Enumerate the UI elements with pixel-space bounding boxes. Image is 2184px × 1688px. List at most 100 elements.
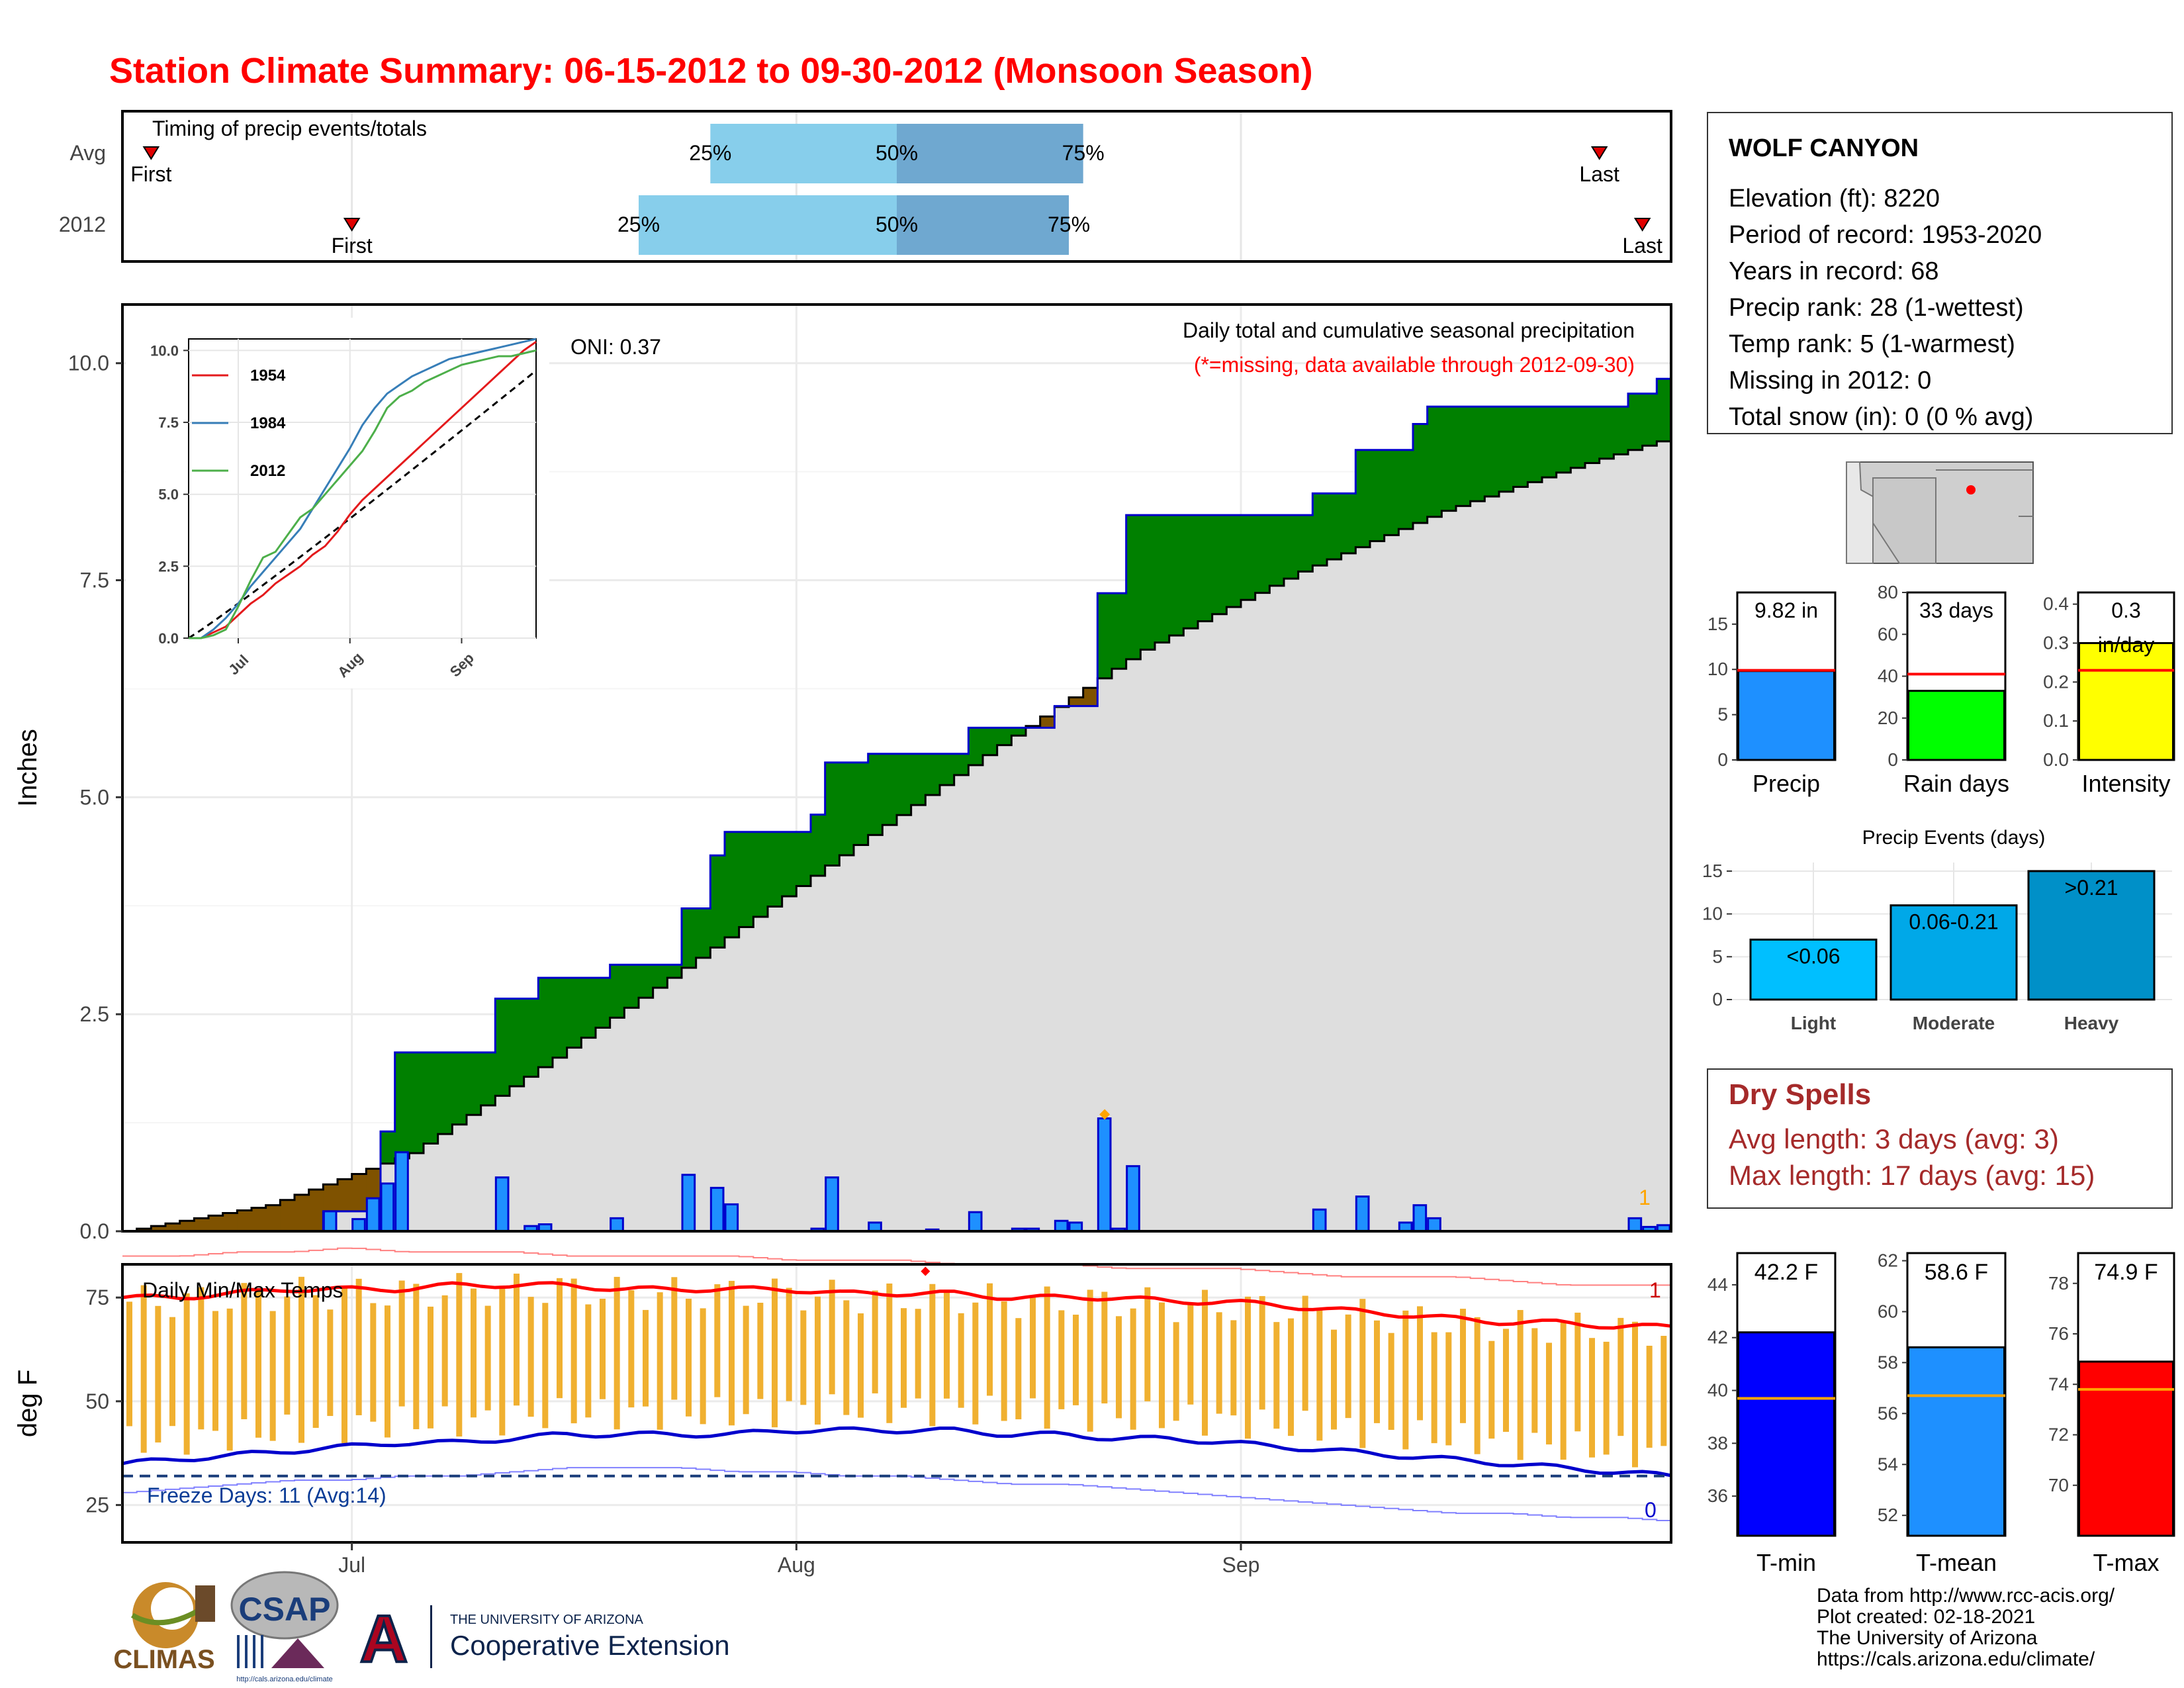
above-average-area [1556,406,1571,473]
ua-big-text: Cooperative Extension [450,1630,730,1661]
csap-logo: CSAP http://cals.arizona.edu/climate [230,1571,339,1683]
daily-temp-range-bar [1445,1332,1452,1446]
above-average-area [825,762,840,866]
below-average-area [280,1199,295,1231]
summary-bar-tick-label: 60 [1878,624,1898,644]
temp-bar-tick-label: 44 [1707,1274,1728,1295]
daily-precip-bar [1427,1217,1441,1233]
above-average-area [1570,406,1586,468]
daily-precip-bar [825,1176,839,1233]
temp-bar-fill [1907,1346,2005,1537]
daily-precip-bar [494,1176,510,1233]
below-average-area [351,1174,367,1211]
above-average-area [667,964,682,978]
max-precip-marker [1099,1109,1111,1120]
daily-temp-range-bar [901,1308,907,1408]
daily-temp-range-bar [1001,1301,1007,1421]
below-average-area [208,1215,224,1231]
above-average-area [796,831,811,886]
above-average-area [954,753,969,775]
temp-bar-tick-label: 70 [2048,1475,2069,1495]
inset-ytick-label: 0.0 [158,630,179,647]
summary-bar-value: 9.82 in [1754,598,1818,622]
above-average-area [1527,406,1543,483]
daily-temp-range-bar [1589,1338,1595,1458]
timing-heading: Timing of precip events/totals [152,117,427,140]
above-average-area [1198,515,1213,622]
above-average-area [1155,515,1170,643]
daily-temp-range-bar [155,1305,161,1443]
daily-temp-range-bar [614,1276,620,1430]
above-average-area [682,908,697,968]
daily-temp-range-bar [872,1290,878,1393]
daily-temp-range-bar [1245,1296,1251,1439]
daily-temp-range-bar [385,1305,390,1438]
daily-temp-range-bar [557,1278,563,1399]
dry-spells-avg: Avg length: 3 days (avg: 3) [1729,1123,2059,1154]
daily-precip-bar [1355,1196,1370,1233]
above-average-area [1255,515,1270,593]
temp-ytick-label: 75 [85,1286,109,1309]
last-event-label: Last [1579,162,1619,186]
daily-temp-range-bar [226,1308,233,1451]
events-category-label: Heavy [2064,1013,2119,1033]
daily-temp-range-bar [700,1308,706,1425]
above-average-area [523,998,539,1077]
temp-summary-bars: 42.2 F T-min 36 38 40 42 44 58.6 F T-mean 52 54 56 5… [1707,1250,2175,1576]
daily-temp-range-bar [1374,1320,1380,1423]
below-average-area [1069,697,1084,706]
timing-panel: 25% 50% 75% First Last 25% 50% 75% First Last Tim… [59,110,1672,263]
daily-temp-range-bar [1603,1341,1610,1455]
precip-count-label: 1 [1639,1186,1651,1209]
above-average-area [467,1052,482,1115]
above-average-area [897,753,912,816]
record-max-marker [921,1266,931,1276]
station-info-box: WOLF CANYON Elevation (ft): 8220 Period … [1707,112,2173,434]
ua-letter: A [360,1602,408,1676]
above-average-area [1169,515,1184,635]
below-average-area [265,1205,281,1231]
below-average-area [323,1184,338,1211]
events-tick-label: 10 [1702,904,1723,924]
ua-logo: A THE UNIVERSITY OF ARIZONA Cooperative … [359,1601,730,1677]
above-average-area [567,978,582,1048]
summary-bar-tick-label: 0.0 [2043,749,2069,770]
timing-p50-label: 50% [876,212,918,236]
above-average-area [1585,406,1600,463]
events-bar-label: <0.06 [1787,944,1841,968]
daily-temp-range-bar [1173,1322,1179,1421]
avg-cumulative-area [122,441,1671,1231]
daily-temp-range-bar [1273,1322,1280,1429]
precip-ytick-label: 7.5 [80,569,109,592]
summary-bar-tick-label: 0 [1888,749,1898,770]
first-event-marker [343,218,361,232]
daily-temp-range-bar [858,1313,864,1418]
summary-bar-value-unit: in/day [2098,633,2154,657]
record-max-line [122,1247,1671,1286]
daily-temp-range-bar [929,1284,936,1427]
daily-temp-range-bar [355,1278,362,1415]
summary-bar-value: 33 days [1919,598,1993,622]
inset-legend-label: 2012 [250,462,285,480]
above-average-area [480,1052,496,1105]
summary-bar-value: 0.3 [2111,598,2140,622]
above-average-area [1097,593,1113,679]
above-average-area [1642,393,1657,446]
events-bar [1889,904,2018,1001]
daily-temp-range-bar [743,1305,749,1415]
inset-ytick-label: 7.5 [158,414,179,431]
daily-precip-bar [365,1197,381,1233]
above-average-area [1370,449,1385,541]
above-average-area [624,964,639,1008]
daily-precip-bar [968,1211,983,1233]
above-average-area [739,831,754,927]
freeze-days-label: Freeze Days: 11 (Avg:14) [147,1483,387,1507]
timing-p25-label: 25% [689,141,731,165]
daily-temp-range-bar [527,1297,534,1417]
precip-ytick-label: 10.0 [68,352,109,375]
temp-bar-tick-label: 58 [1878,1352,1898,1372]
daily-precip-bar [394,1151,409,1233]
daily-precip-bar [1126,1165,1140,1233]
station-marker [1966,485,1976,494]
